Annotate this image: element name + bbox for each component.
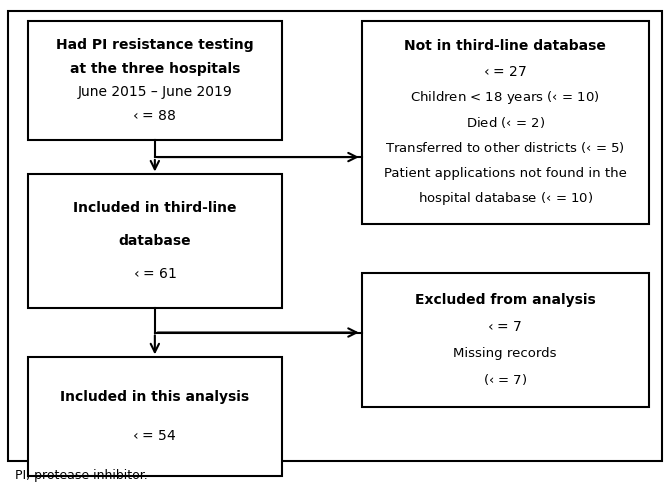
Text: Missing records: Missing records — [454, 347, 557, 360]
FancyBboxPatch shape — [8, 11, 662, 461]
Text: ($\mathit{‹}$ = 7): ($\mathit{‹}$ = 7) — [483, 372, 527, 388]
Text: $\mathit{‹}$ = 88: $\mathit{‹}$ = 88 — [133, 109, 178, 123]
Text: Included in this analysis: Included in this analysis — [60, 390, 249, 404]
Text: $\mathit{‹}$ = 7: $\mathit{‹}$ = 7 — [487, 320, 523, 333]
Text: $\mathit{‹}$ = 61: $\mathit{‹}$ = 61 — [133, 267, 177, 281]
Text: $\mathit{‹}$ = 54: $\mathit{‹}$ = 54 — [133, 429, 178, 443]
FancyBboxPatch shape — [28, 21, 281, 140]
FancyBboxPatch shape — [28, 357, 281, 476]
Text: Excluded from analysis: Excluded from analysis — [415, 293, 596, 307]
Text: $\mathit{‹}$ = 27: $\mathit{‹}$ = 27 — [483, 65, 527, 79]
FancyBboxPatch shape — [28, 174, 281, 308]
Text: PI, protease inhibitor.: PI, protease inhibitor. — [15, 469, 147, 483]
FancyBboxPatch shape — [362, 273, 649, 407]
Text: database: database — [119, 234, 191, 248]
Text: Children < 18 years ($\mathit{‹}$ = 10): Children < 18 years ($\mathit{‹}$ = 10) — [410, 88, 600, 106]
Text: June 2015 – June 2019: June 2015 – June 2019 — [78, 85, 232, 99]
Text: Not in third-line database: Not in third-line database — [404, 39, 606, 54]
Text: Patient applications not found in the: Patient applications not found in the — [384, 166, 626, 179]
Text: hospital database ($\mathit{‹}$ = 10): hospital database ($\mathit{‹}$ = 10) — [417, 190, 593, 207]
Text: Transferred to other districts ($\mathit{‹}$ = 5): Transferred to other districts ($\mathit… — [385, 140, 625, 155]
Text: Had PI resistance testing: Had PI resistance testing — [56, 38, 254, 52]
FancyBboxPatch shape — [362, 21, 649, 224]
Text: Died ($\mathit{‹}$ = 2): Died ($\mathit{‹}$ = 2) — [466, 115, 545, 130]
Text: Included in third-line: Included in third-line — [73, 201, 237, 215]
Text: at the three hospitals: at the three hospitals — [70, 62, 240, 76]
